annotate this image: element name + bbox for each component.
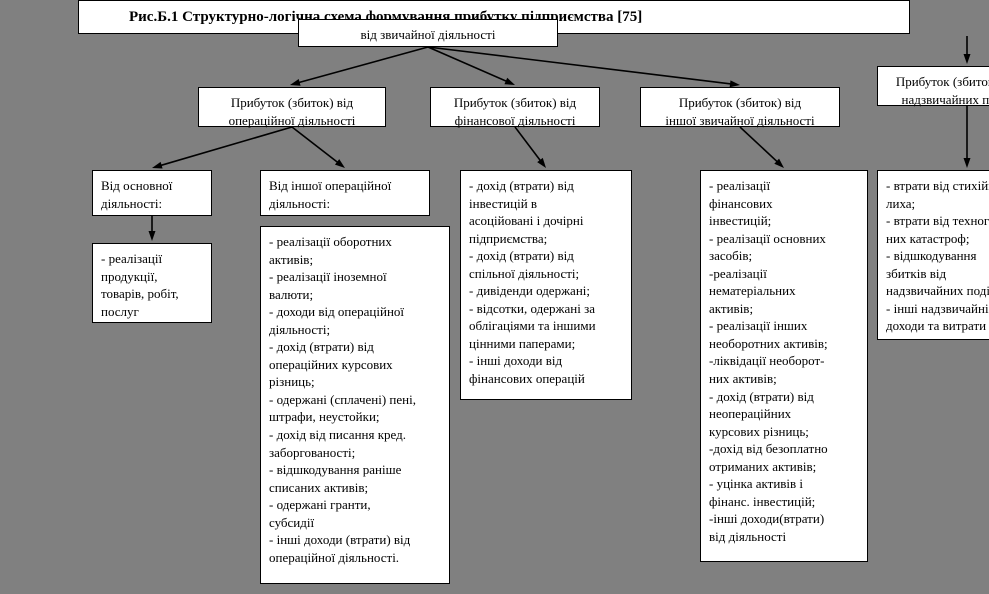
node-root: від звичайної діяльності <box>298 19 558 47</box>
node-extr: Прибуток (збиток) від надзвичайних подій <box>877 66 989 106</box>
node-main_act: Від основної діяльності: <box>92 170 212 216</box>
node-other_list: - реалізації фінансових інвестицій; - ре… <box>700 170 868 562</box>
node-fin_list: - дохід (втрати) від інвестицій в асоцій… <box>460 170 632 400</box>
node-other_op: Від іншої операційної діяльності: <box>260 170 430 216</box>
node-other_op_list: - реалізації оборотних активів; - реаліз… <box>260 226 450 584</box>
node-op: Прибуток (збиток) від операційної діяльн… <box>198 87 386 127</box>
node-main_list: - реалізації продукції, товарів, робіт, … <box>92 243 212 323</box>
node-fin: Прибуток (збиток) від фінансової діяльно… <box>430 87 600 127</box>
node-extr_list: - втрати від стихійного лиха; - втрати в… <box>877 170 989 340</box>
diagram-canvas: { "title": "Рис.Б.1 Структурно-логічна с… <box>0 0 989 594</box>
node-other: Прибуток (збиток) від іншої звичайної ді… <box>640 87 840 127</box>
